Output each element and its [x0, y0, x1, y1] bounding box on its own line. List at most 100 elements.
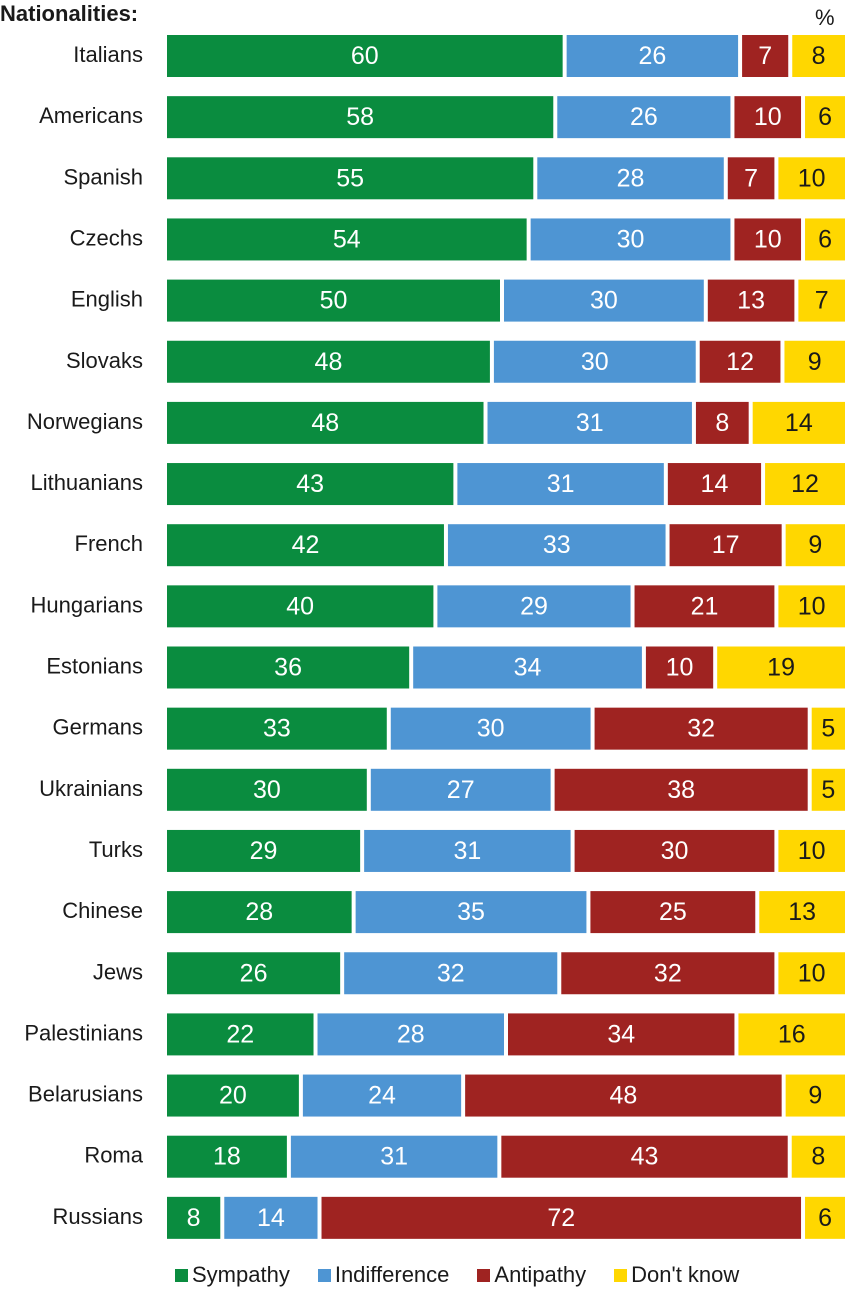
value-label-czechs-don-t-know: 6: [818, 225, 832, 253]
value-label-germans-sympathy: 33: [263, 715, 291, 743]
bar-americans-antipathy: [734, 96, 802, 139]
category-label-americans: Americans: [39, 103, 143, 128]
legend-swatch-dont-know: [614, 1268, 628, 1282]
value-label-slovaks-sympathy: 48: [315, 348, 343, 376]
bar-palestinians-antipathy: [508, 1013, 735, 1056]
value-label-jews-indifference: 32: [437, 959, 465, 987]
bar-jews-antipathy: [561, 952, 775, 995]
bar-ukrainians-indifference: [370, 768, 551, 811]
value-label-ukrainians-antipathy: 38: [667, 776, 695, 804]
value-label-hungarians-don-t-know: 10: [798, 592, 826, 620]
bar-estonians-indifference: [413, 646, 642, 689]
category-label-germans: Germans: [53, 715, 143, 740]
bar-norwegians-antipathy: [695, 401, 749, 444]
bar-spanish-sympathy: [167, 157, 534, 200]
bar-czechs-don-t-know: [805, 218, 845, 261]
bar-slovaks-sympathy: [167, 340, 490, 383]
value-label-english-antipathy: 13: [737, 287, 765, 315]
bar-french-sympathy: [167, 524, 444, 567]
bar-french-antipathy: [669, 524, 782, 567]
bar-germans-antipathy: [594, 707, 808, 750]
value-label-slovaks-indifference: 30: [581, 348, 609, 376]
value-label-roma-indifference: 31: [380, 1143, 408, 1171]
value-label-slovaks-don-t-know: 9: [808, 348, 822, 376]
bar-estonians-sympathy: [167, 646, 410, 689]
legend-label-sympathy: Sympathy: [192, 1262, 290, 1287]
bar-americans-indifference: [557, 96, 731, 139]
bar-norwegians-indifference: [487, 401, 692, 444]
bar-english-antipathy: [707, 279, 795, 322]
value-label-lithuanians-indifference: 31: [547, 470, 575, 498]
legend-swatch-indifference: [317, 1268, 331, 1282]
value-label-roma-sympathy: 18: [213, 1143, 241, 1171]
category-label-hungarians: Hungarians: [30, 592, 143, 617]
bar-chinese-antipathy: [590, 891, 756, 934]
bar-turks-don-t-know: [778, 829, 845, 872]
bar-roma-indifference: [290, 1135, 498, 1178]
bar-lithuanians-don-t-know: [765, 463, 845, 506]
bar-ukrainians-sympathy: [167, 768, 367, 811]
category-label-russians: Russians: [53, 1204, 143, 1229]
bar-germans-don-t-know: [811, 707, 845, 750]
bar-roma-don-t-know: [791, 1135, 845, 1178]
value-label-palestinians-antipathy: 34: [607, 1020, 635, 1048]
bar-lithuanians-antipathy: [667, 463, 762, 506]
bar-english-sympathy: [167, 279, 500, 322]
value-label-french-antipathy: 17: [712, 531, 740, 559]
value-label-jews-antipathy: 32: [654, 959, 682, 987]
value-label-estonians-sympathy: 36: [274, 654, 302, 682]
value-label-belarusians-antipathy: 48: [609, 1082, 637, 1110]
value-label-turks-sympathy: 29: [250, 837, 278, 865]
bar-palestinians-sympathy: [167, 1013, 314, 1056]
bar-chinese-sympathy: [167, 891, 352, 934]
value-label-germans-don-t-know: 5: [821, 715, 835, 743]
bar-jews-sympathy: [167, 952, 341, 995]
bar-chinese-don-t-know: [759, 891, 845, 934]
legend-label-indifference: Indifference: [334, 1262, 450, 1287]
bar-italians-don-t-know: [792, 35, 845, 77]
value-label-turks-antipathy: 30: [661, 837, 689, 865]
value-label-english-don-t-know: 7: [815, 287, 829, 315]
bar-lithuanians-sympathy: [167, 463, 454, 506]
category-label-roma: Roma: [84, 1143, 143, 1168]
bar-estonians-don-t-know: [717, 646, 845, 689]
category-label-estonians: Estonians: [46, 654, 143, 679]
bar-turks-antipathy: [574, 829, 775, 872]
chart-title: Nationalities:: [0, 1, 139, 26]
bar-palestinians-indifference: [317, 1013, 504, 1056]
category-label-italians: Italians: [73, 42, 143, 67]
value-label-english-indifference: 30: [590, 287, 618, 315]
bar-lithuanians-indifference: [457, 463, 664, 506]
bar-jews-don-t-know: [778, 952, 845, 995]
value-label-lithuanians-antipathy: 14: [701, 470, 729, 498]
category-label-lithuanians: Lithuanians: [30, 470, 143, 495]
bar-norwegians-don-t-know: [752, 401, 845, 444]
category-label-ukrainians: Ukrainians: [39, 776, 143, 801]
bar-french-don-t-know: [785, 524, 845, 567]
bar-hungarians-sympathy: [167, 585, 434, 628]
value-label-belarusians-don-t-know: 9: [808, 1082, 822, 1110]
value-label-norwegians-antipathy: 8: [715, 409, 729, 437]
bar-germans-indifference: [390, 707, 591, 750]
bar-french-indifference: [447, 524, 666, 567]
bar-jews-indifference: [344, 952, 558, 995]
bar-hungarians-indifference: [437, 585, 631, 628]
bar-spanish-don-t-know: [778, 157, 845, 200]
category-label-spanish: Spanish: [63, 164, 143, 189]
value-label-norwegians-sympathy: 48: [311, 409, 339, 437]
value-label-norwegians-indifference: 31: [576, 409, 604, 437]
category-label-turks: Turks: [89, 837, 143, 862]
value-label-ukrainians-indifference: 27: [447, 776, 475, 804]
value-label-slovaks-antipathy: 12: [726, 348, 754, 376]
value-label-lithuanians-sympathy: 43: [296, 470, 324, 498]
value-label-germans-indifference: 30: [477, 715, 505, 743]
bar-hungarians-antipathy: [634, 585, 775, 628]
bar-palestinians-don-t-know: [738, 1013, 845, 1056]
bar-ukrainians-don-t-know: [811, 768, 845, 811]
bar-americans-sympathy: [167, 96, 554, 139]
value-label-chinese-antipathy: 25: [659, 898, 687, 926]
value-label-italians-indifference: 26: [638, 42, 666, 70]
value-label-germans-antipathy: 32: [687, 715, 715, 743]
value-label-jews-don-t-know: 10: [798, 959, 826, 987]
